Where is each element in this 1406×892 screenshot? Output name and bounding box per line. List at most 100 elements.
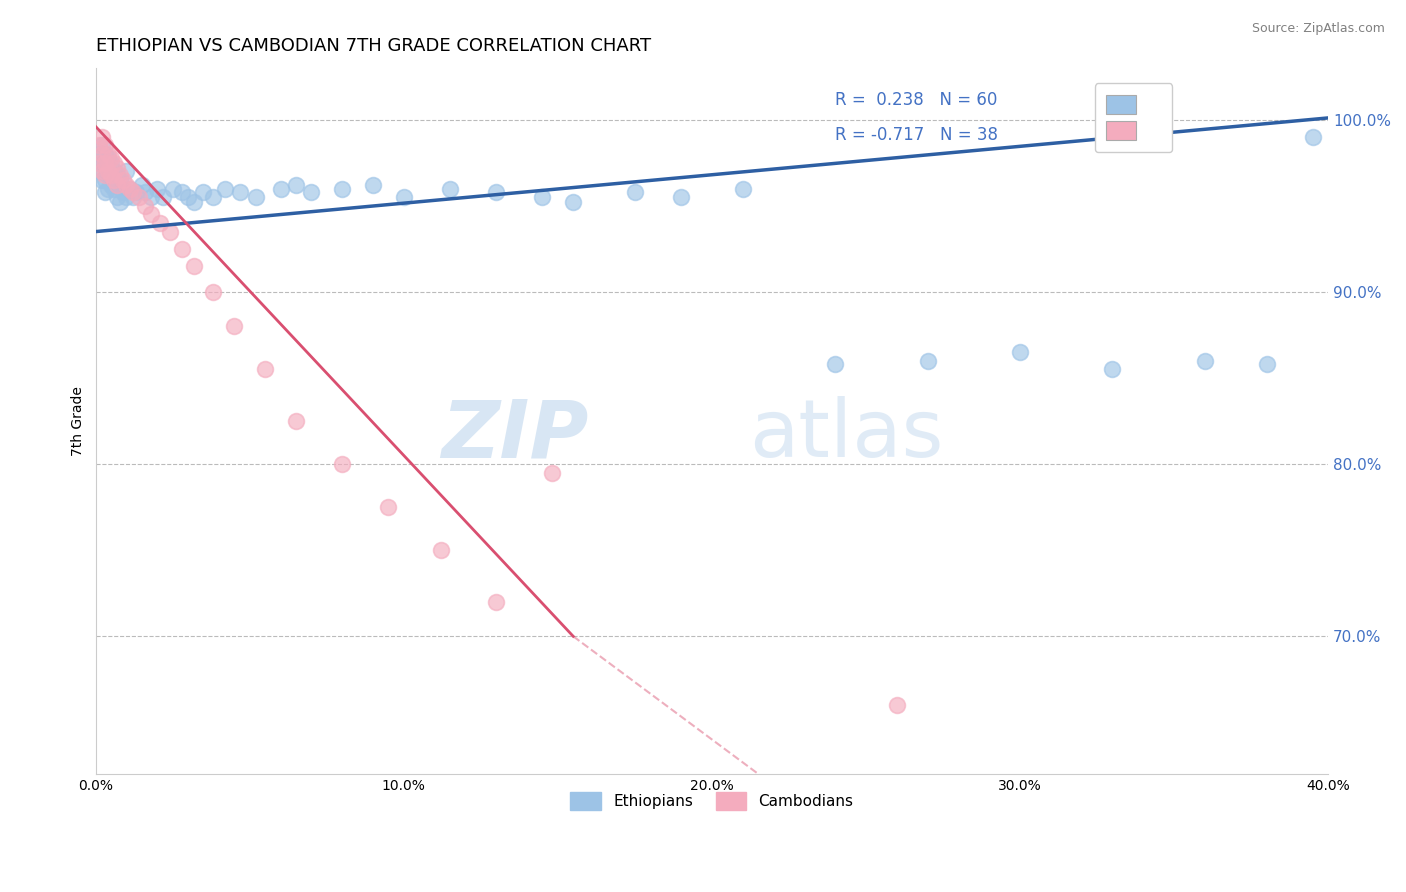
Text: ZIP: ZIP: [441, 396, 589, 475]
Point: [94, 155, 117, 169]
Point: [97, 181, 120, 195]
Point: [103, 181, 125, 195]
Point: [284, 414, 307, 428]
Point: [146, 181, 169, 195]
Point: [224, 319, 246, 334]
Point: [112, 173, 135, 187]
Point: [1302, 129, 1324, 144]
Point: [100, 178, 122, 192]
Point: [245, 190, 267, 204]
Point: [94, 138, 117, 153]
Point: [270, 181, 292, 195]
Point: [134, 185, 156, 199]
Y-axis label: 7th Grade: 7th Grade: [72, 386, 86, 456]
Point: [94, 168, 117, 182]
Point: [439, 181, 461, 195]
Point: [162, 181, 184, 195]
Point: [886, 698, 908, 713]
Point: [94, 173, 117, 187]
Point: [110, 195, 132, 210]
Point: [485, 595, 508, 609]
Point: [377, 500, 399, 515]
Point: [183, 195, 205, 210]
Point: [97, 164, 120, 178]
Point: [115, 190, 138, 204]
Point: [193, 185, 215, 199]
Point: [170, 185, 193, 199]
Point: [149, 216, 172, 230]
Point: [254, 362, 277, 376]
Point: [100, 168, 122, 182]
Point: [201, 190, 224, 204]
Point: [112, 185, 135, 199]
Point: [90, 147, 112, 161]
Point: [115, 164, 138, 178]
Point: [1256, 357, 1278, 371]
Point: [159, 225, 181, 239]
Point: [100, 151, 122, 165]
Point: [917, 353, 939, 368]
Point: [110, 168, 132, 182]
Point: [90, 155, 112, 169]
Point: [177, 190, 200, 204]
Point: [118, 181, 141, 195]
Point: [90, 164, 112, 178]
Point: [183, 259, 205, 273]
Point: [485, 185, 508, 199]
Point: [105, 190, 128, 204]
Point: [94, 147, 117, 161]
Point: [97, 151, 120, 165]
Point: [125, 185, 148, 199]
Point: [731, 181, 754, 195]
Point: [87, 164, 110, 178]
Point: [624, 185, 647, 199]
Text: ETHIOPIAN VS CAMBODIAN 7TH GRADE CORRELATION CHART: ETHIOPIAN VS CAMBODIAN 7TH GRADE CORRELA…: [96, 37, 651, 55]
Point: [392, 190, 415, 204]
Point: [170, 242, 193, 256]
Point: [94, 161, 117, 175]
Point: [284, 178, 307, 192]
Point: [97, 168, 120, 182]
Point: [152, 190, 174, 204]
Text: R = -0.717   N = 38: R = -0.717 N = 38: [835, 126, 998, 144]
Point: [330, 181, 353, 195]
Point: [139, 190, 162, 204]
Point: [90, 138, 112, 153]
Point: [139, 207, 162, 221]
Point: [229, 185, 252, 199]
Point: [299, 185, 322, 199]
Text: atlas: atlas: [749, 396, 943, 475]
Point: [110, 173, 132, 187]
Point: [115, 178, 138, 192]
Point: [97, 147, 120, 161]
Point: [330, 457, 353, 471]
Point: [1194, 353, 1216, 368]
Point: [669, 190, 692, 204]
Point: [105, 168, 128, 182]
Legend: Ethiopians, Cambodians: Ethiopians, Cambodians: [564, 786, 859, 816]
Point: [103, 173, 125, 187]
Text: R =  0.238   N = 60: R = 0.238 N = 60: [835, 91, 997, 109]
Point: [824, 357, 846, 371]
Point: [103, 164, 125, 178]
Point: [87, 147, 110, 161]
Point: [128, 190, 150, 204]
Point: [201, 285, 224, 299]
Point: [361, 178, 384, 192]
Point: [429, 543, 451, 558]
Point: [131, 178, 153, 192]
Point: [531, 190, 554, 204]
Point: [214, 181, 236, 195]
Point: [105, 178, 128, 192]
Point: [540, 466, 562, 480]
Point: [118, 181, 141, 195]
Point: [90, 129, 112, 144]
Point: [87, 138, 110, 153]
Point: [121, 185, 143, 199]
Point: [121, 190, 143, 204]
Point: [94, 185, 117, 199]
Point: [100, 155, 122, 169]
Point: [1101, 362, 1123, 376]
Point: [103, 155, 125, 169]
Point: [87, 155, 110, 169]
